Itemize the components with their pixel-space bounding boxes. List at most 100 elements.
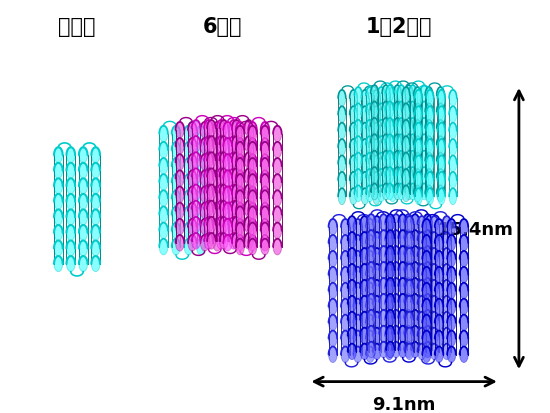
Ellipse shape bbox=[360, 233, 368, 248]
Ellipse shape bbox=[236, 175, 244, 191]
Ellipse shape bbox=[354, 88, 362, 104]
Ellipse shape bbox=[223, 171, 232, 187]
Ellipse shape bbox=[273, 239, 282, 255]
Ellipse shape bbox=[414, 121, 421, 137]
Ellipse shape bbox=[200, 203, 209, 219]
Ellipse shape bbox=[232, 233, 240, 249]
Ellipse shape bbox=[386, 151, 394, 168]
Ellipse shape bbox=[328, 267, 337, 283]
Ellipse shape bbox=[188, 235, 196, 252]
Ellipse shape bbox=[442, 216, 451, 233]
Ellipse shape bbox=[184, 175, 192, 191]
Ellipse shape bbox=[192, 233, 200, 249]
Ellipse shape bbox=[236, 126, 244, 142]
Ellipse shape bbox=[354, 219, 362, 235]
Ellipse shape bbox=[172, 239, 180, 255]
Ellipse shape bbox=[438, 123, 446, 140]
Ellipse shape bbox=[382, 135, 390, 151]
Ellipse shape bbox=[447, 267, 456, 283]
Ellipse shape bbox=[430, 216, 438, 233]
Ellipse shape bbox=[385, 248, 394, 264]
Ellipse shape bbox=[188, 171, 196, 187]
Ellipse shape bbox=[417, 264, 426, 280]
Ellipse shape bbox=[261, 126, 270, 142]
Ellipse shape bbox=[172, 207, 180, 223]
Ellipse shape bbox=[232, 217, 240, 233]
Ellipse shape bbox=[366, 186, 373, 202]
Ellipse shape bbox=[366, 315, 375, 331]
Ellipse shape bbox=[382, 184, 390, 200]
Ellipse shape bbox=[354, 104, 362, 121]
Ellipse shape bbox=[414, 88, 421, 104]
Ellipse shape bbox=[414, 186, 421, 202]
Ellipse shape bbox=[261, 159, 270, 175]
Ellipse shape bbox=[415, 90, 422, 107]
Ellipse shape bbox=[411, 215, 420, 230]
Ellipse shape bbox=[415, 123, 422, 140]
Ellipse shape bbox=[430, 296, 438, 312]
Ellipse shape bbox=[372, 233, 381, 248]
Ellipse shape bbox=[200, 139, 209, 155]
Ellipse shape bbox=[229, 217, 238, 233]
Ellipse shape bbox=[232, 137, 240, 153]
Ellipse shape bbox=[437, 170, 444, 186]
Ellipse shape bbox=[430, 328, 438, 344]
Ellipse shape bbox=[386, 230, 394, 247]
Ellipse shape bbox=[405, 328, 414, 344]
Ellipse shape bbox=[223, 155, 232, 171]
Ellipse shape bbox=[175, 187, 184, 203]
Ellipse shape bbox=[192, 201, 200, 217]
Ellipse shape bbox=[426, 123, 434, 140]
Ellipse shape bbox=[350, 156, 358, 173]
Ellipse shape bbox=[348, 264, 356, 280]
Ellipse shape bbox=[184, 207, 192, 223]
Ellipse shape bbox=[360, 280, 368, 296]
Ellipse shape bbox=[426, 189, 434, 205]
Ellipse shape bbox=[204, 137, 213, 153]
Ellipse shape bbox=[160, 191, 168, 207]
Ellipse shape bbox=[405, 312, 414, 328]
Ellipse shape bbox=[236, 187, 244, 203]
Ellipse shape bbox=[79, 179, 87, 195]
Ellipse shape bbox=[248, 235, 257, 252]
Ellipse shape bbox=[430, 264, 438, 280]
Ellipse shape bbox=[213, 171, 222, 187]
Ellipse shape bbox=[223, 203, 232, 219]
Ellipse shape bbox=[420, 86, 428, 102]
Ellipse shape bbox=[389, 104, 397, 121]
Ellipse shape bbox=[273, 207, 282, 223]
Ellipse shape bbox=[405, 344, 414, 360]
Ellipse shape bbox=[366, 331, 375, 347]
Ellipse shape bbox=[273, 175, 282, 191]
Ellipse shape bbox=[404, 326, 412, 342]
Ellipse shape bbox=[160, 159, 168, 175]
Ellipse shape bbox=[361, 173, 369, 189]
Ellipse shape bbox=[361, 140, 369, 156]
Ellipse shape bbox=[79, 225, 87, 241]
Ellipse shape bbox=[392, 326, 400, 342]
Ellipse shape bbox=[372, 216, 381, 233]
Ellipse shape bbox=[389, 170, 397, 186]
Ellipse shape bbox=[196, 239, 205, 255]
Ellipse shape bbox=[422, 347, 431, 363]
Ellipse shape bbox=[213, 203, 222, 219]
Ellipse shape bbox=[354, 251, 362, 267]
Ellipse shape bbox=[248, 139, 257, 155]
Ellipse shape bbox=[54, 148, 63, 164]
Ellipse shape bbox=[328, 251, 337, 267]
Ellipse shape bbox=[372, 90, 380, 107]
Ellipse shape bbox=[425, 121, 433, 137]
Ellipse shape bbox=[341, 347, 350, 363]
Ellipse shape bbox=[229, 153, 238, 169]
Ellipse shape bbox=[361, 107, 369, 123]
Ellipse shape bbox=[398, 184, 405, 200]
Ellipse shape bbox=[367, 215, 376, 230]
Ellipse shape bbox=[386, 168, 394, 184]
Ellipse shape bbox=[377, 170, 385, 186]
Ellipse shape bbox=[460, 331, 468, 347]
Ellipse shape bbox=[91, 148, 100, 164]
Ellipse shape bbox=[404, 278, 412, 294]
Ellipse shape bbox=[371, 119, 378, 135]
Ellipse shape bbox=[434, 235, 443, 251]
Ellipse shape bbox=[404, 247, 412, 262]
